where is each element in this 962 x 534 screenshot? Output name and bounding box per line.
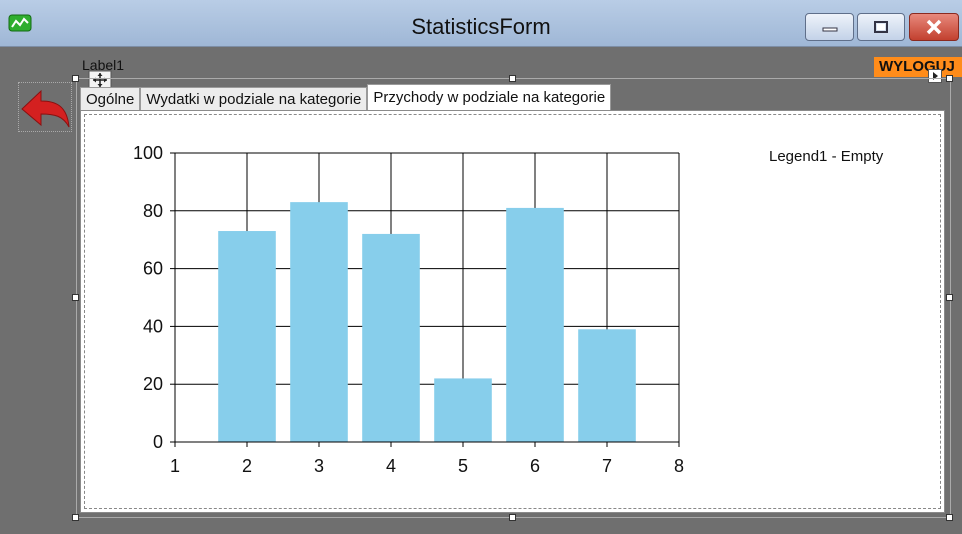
bar <box>434 378 492 442</box>
x-tick-label: 4 <box>386 456 396 476</box>
resize-handle[interactable] <box>72 294 79 301</box>
resize-handle[interactable] <box>509 514 516 521</box>
x-tick-label: 2 <box>242 456 252 476</box>
resize-handle[interactable] <box>946 294 953 301</box>
title-bar: StatisticsForm <box>0 0 962 47</box>
resize-handle[interactable] <box>72 514 79 521</box>
x-tick-label: 1 <box>170 456 180 476</box>
move-icon[interactable] <box>88 70 112 90</box>
minimize-button[interactable] <box>805 13 854 41</box>
back-button[interactable] <box>18 82 72 132</box>
maximize-button[interactable] <box>857 13 905 41</box>
maximize-icon <box>874 21 888 33</box>
y-tick-label: 60 <box>143 259 163 279</box>
tab-przychody[interactable]: Przychody w podziale na kategorie <box>367 84 612 111</box>
back-arrow-icon <box>21 89 70 128</box>
y-tick-label: 0 <box>153 432 163 452</box>
tab-ogolne[interactable]: Ogólne <box>80 87 141 111</box>
minimize-icon <box>822 27 837 32</box>
label1: Label1 <box>82 57 125 73</box>
bar <box>362 233 420 442</box>
close-icon <box>926 19 942 35</box>
bar <box>578 329 636 442</box>
chart-line-icon <box>8 14 32 32</box>
resize-handle[interactable] <box>509 75 516 82</box>
bar <box>290 202 348 442</box>
y-tick-label: 80 <box>143 201 163 221</box>
x-tick-label: 7 <box>602 456 612 476</box>
x-tick-label: 3 <box>314 456 324 476</box>
chart-area-border <box>84 114 941 509</box>
smart-tag-icon[interactable] <box>928 69 942 83</box>
x-tick-label: 8 <box>674 456 684 476</box>
bar <box>506 207 564 442</box>
resize-handle[interactable] <box>946 514 953 521</box>
chart-legend: Legend1 - Empty <box>769 148 884 165</box>
resize-handle[interactable] <box>72 75 79 82</box>
bar <box>218 231 276 442</box>
y-tick-label: 100 <box>133 143 163 163</box>
window-title: StatisticsForm <box>411 14 551 39</box>
y-tick-label: 20 <box>143 374 163 394</box>
x-tick-label: 5 <box>458 456 468 476</box>
resize-handle[interactable] <box>946 75 953 82</box>
y-tick-label: 40 <box>143 316 163 336</box>
x-tick-label: 6 <box>530 456 540 476</box>
close-button[interactable] <box>909 13 959 41</box>
